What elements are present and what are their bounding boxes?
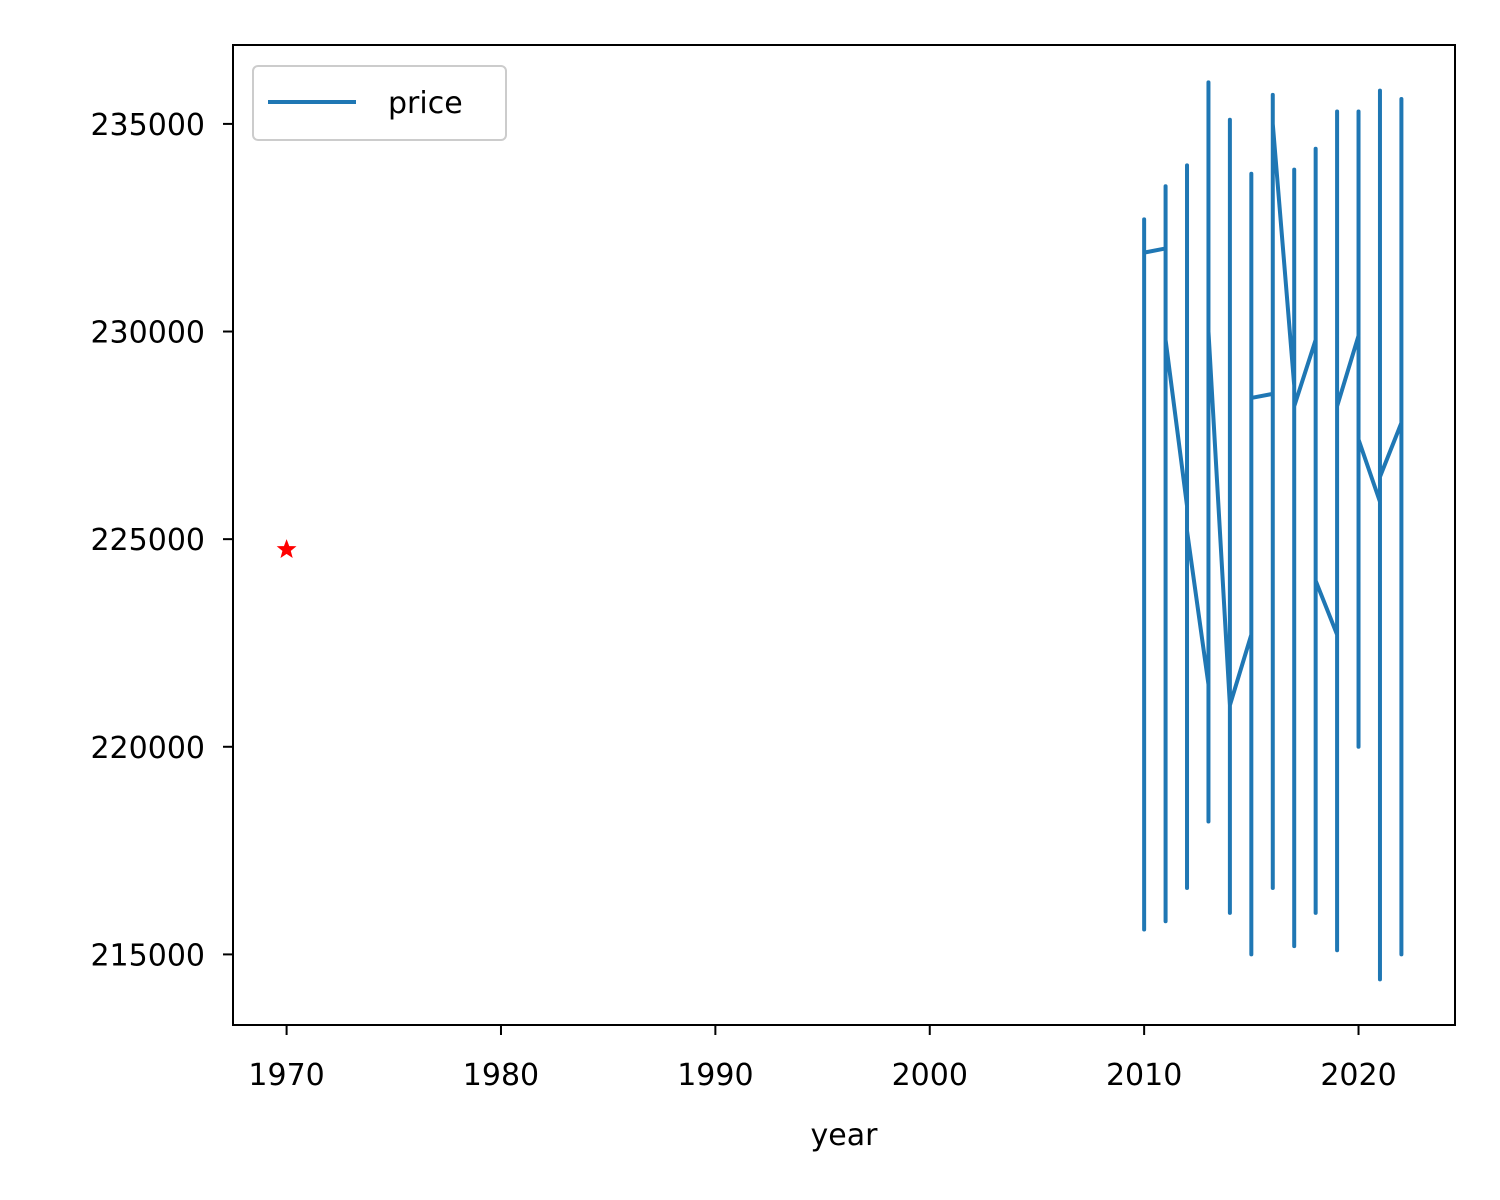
y-tick-label: 225000 [90, 523, 205, 558]
x-tick-label: 1980 [463, 1058, 539, 1093]
y-tick-label: 215000 [90, 938, 205, 973]
x-axis-ticks: 1970 1980 1990 2000 2010 2020 [248, 1025, 1397, 1093]
x-tick-label: 2010 [1106, 1058, 1182, 1093]
y-tick-label: 235000 [90, 108, 205, 143]
y-tick-label: 220000 [90, 731, 205, 766]
x-axis-label: year [811, 1118, 879, 1153]
axes-frame [232, 44, 1456, 1026]
x-tick-label: 2020 [1320, 1058, 1396, 1093]
legend-box [252, 65, 507, 141]
x-tick-label: 2000 [892, 1058, 968, 1093]
y-axis-ticks: 215000 220000 225000 230000 235000 [90, 108, 233, 973]
x-tick-label: 1990 [677, 1058, 753, 1093]
legend-entry-price: price [388, 86, 463, 121]
plot-area [276, 80, 1404, 982]
star-marker [276, 539, 297, 558]
x-tick-label: 1970 [248, 1058, 324, 1093]
series-line-price [1142, 80, 1404, 982]
y-tick-label: 230000 [90, 316, 205, 351]
legend: price [252, 65, 507, 141]
